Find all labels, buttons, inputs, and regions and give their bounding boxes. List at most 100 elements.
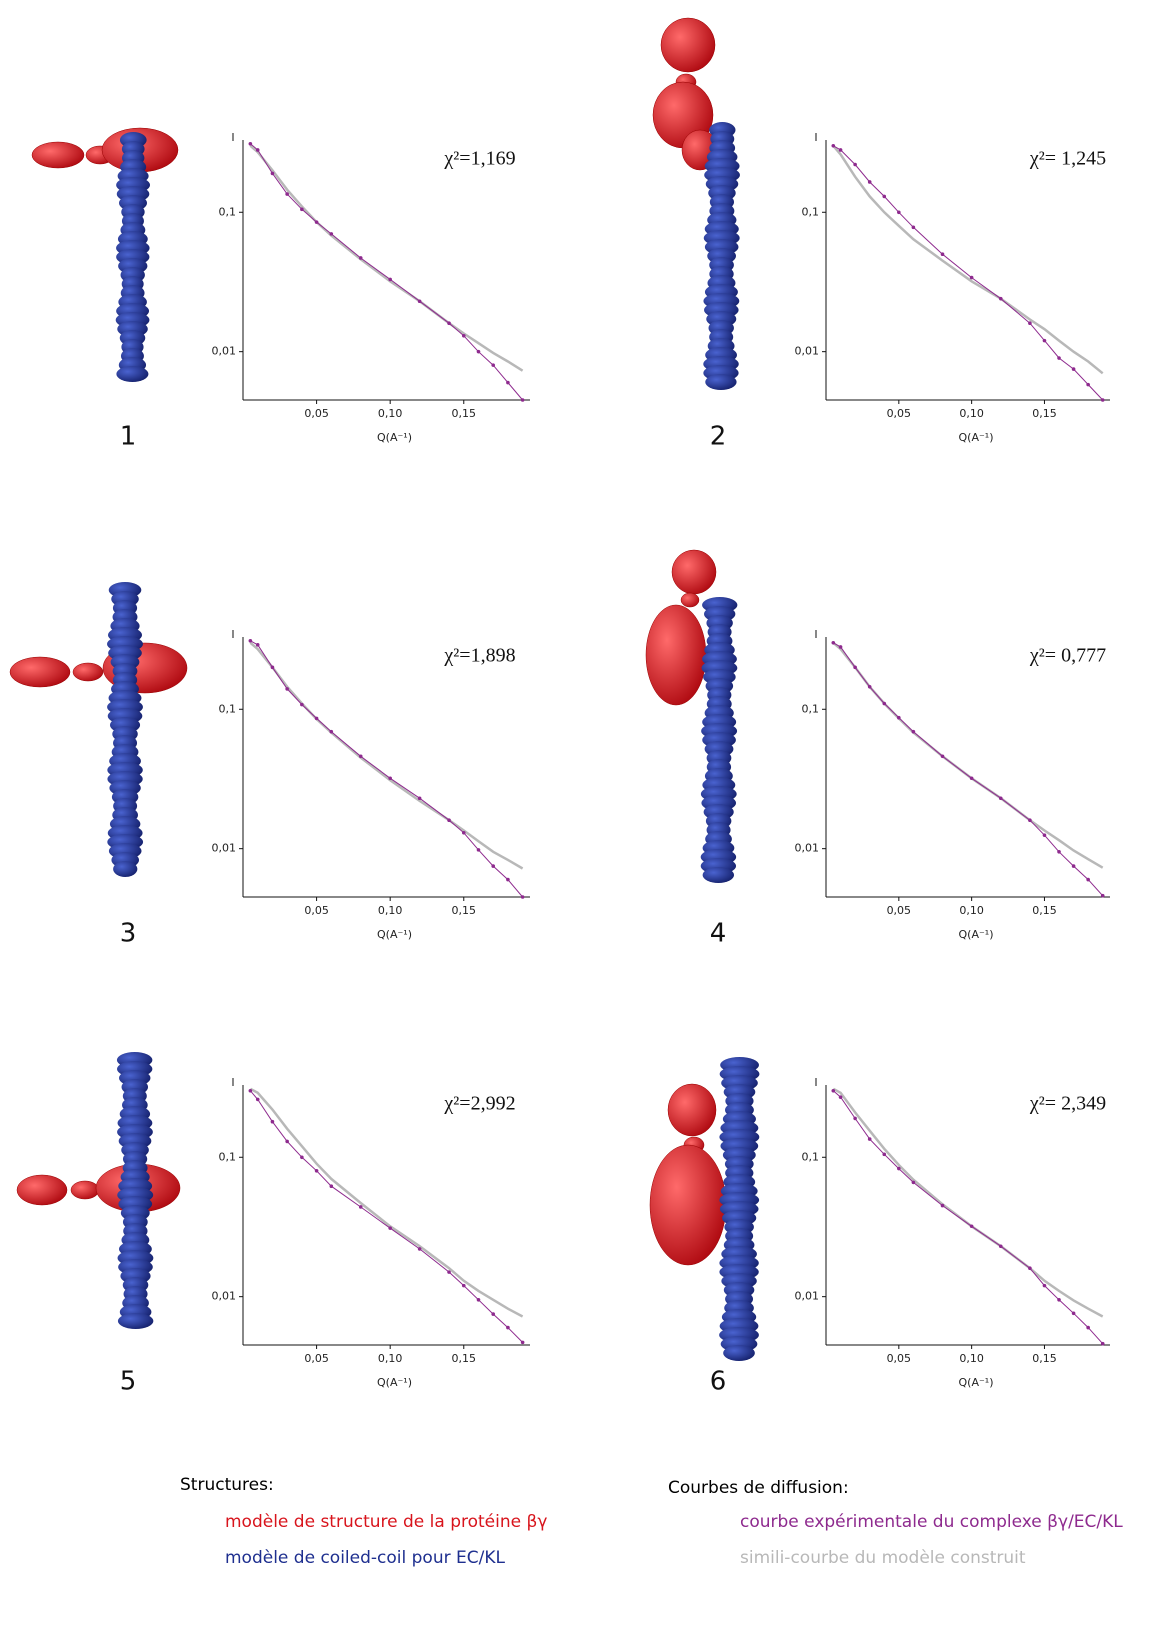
x-tick-label: 0,15 [1032, 1352, 1057, 1365]
data-point [969, 1224, 974, 1229]
data-point [506, 1325, 510, 1330]
data-point [1100, 1341, 1105, 1346]
data-point [882, 1152, 887, 1157]
y-axis-label: I [231, 1076, 234, 1089]
data-point [1100, 398, 1105, 402]
protein-domain [671, 549, 717, 595]
data-point [476, 1297, 481, 1302]
panel-number: 5 [120, 1367, 137, 1397]
data-point [1042, 833, 1047, 837]
data-point [897, 715, 901, 720]
x-axis-label: Q(A⁻¹) [959, 928, 994, 941]
coiled-coil [116, 366, 149, 382]
data-point [831, 640, 836, 645]
y-tick-label: 0,1 [802, 205, 820, 218]
data-point [300, 1155, 304, 1160]
data-point [1057, 1297, 1061, 1302]
y-tick-label: 0,01 [212, 842, 237, 855]
data-point [329, 729, 334, 734]
series-line [832, 1087, 1104, 1318]
legend-title: Structures: [180, 1475, 274, 1495]
annotation: χ²= 2,349 [1029, 1093, 1106, 1115]
data-point [882, 194, 887, 199]
y-tick-label: 0,01 [212, 345, 237, 358]
data-point [461, 333, 466, 338]
y-tick-label: 0,01 [212, 1290, 237, 1303]
series-line [832, 1090, 1104, 1345]
data-point [969, 776, 974, 781]
data-point [911, 1180, 916, 1185]
data-point [506, 877, 510, 882]
series-line [832, 144, 1104, 375]
data-point [1086, 1325, 1090, 1330]
data-point [285, 192, 289, 196]
data-point [911, 729, 916, 734]
data-point [461, 1283, 466, 1288]
data-point [838, 1095, 843, 1099]
legend-entry: simili-courbe du modèle construit [740, 1548, 1026, 1568]
y-tick-label: 0,1 [219, 1150, 237, 1163]
y-tick-label: 0,1 [219, 205, 237, 218]
protein-domain [9, 656, 71, 688]
x-tick-label: 0,05 [304, 904, 329, 917]
y-tick-label: 0,01 [795, 345, 820, 358]
data-point [1042, 1283, 1047, 1288]
data-point [520, 895, 525, 899]
x-axis-label: Q(A⁻¹) [959, 1376, 994, 1389]
coiled-coil [702, 867, 735, 883]
data-point [911, 225, 916, 230]
data-point [461, 830, 466, 835]
data-point [417, 796, 422, 801]
data-point [520, 1340, 525, 1345]
data-point [853, 1116, 857, 1121]
x-tick-label: 0,15 [1032, 904, 1057, 917]
data-point [358, 1205, 363, 1209]
data-point [1071, 1311, 1076, 1316]
data-point [248, 638, 253, 643]
annotation: χ²=2,992 [443, 1093, 515, 1115]
protein-domain [680, 592, 700, 608]
data-point [1100, 893, 1105, 898]
data-point [831, 143, 836, 148]
panel-number: 1 [120, 422, 137, 452]
coiled-coil [117, 1313, 154, 1329]
data-point [853, 665, 857, 670]
coiled-coil [113, 861, 138, 877]
data-point [329, 1184, 334, 1189]
series-line [832, 641, 1104, 869]
data-point [940, 252, 945, 257]
data-point [1028, 818, 1032, 823]
coiled-coil [723, 1345, 755, 1361]
data-point [329, 232, 334, 236]
data-point [255, 148, 260, 152]
coiled-coil [705, 374, 737, 390]
annotation: χ²= 1,245 [1029, 148, 1106, 170]
data-point [1057, 849, 1061, 854]
data-point [867, 180, 872, 184]
y-tick-label: 0,01 [795, 842, 820, 855]
x-axis-label: Q(A⁻¹) [959, 431, 994, 444]
y-tick-label: 0,01 [795, 1290, 820, 1303]
data-point [270, 171, 275, 176]
protein-domain [16, 1174, 68, 1206]
x-tick-label: 0,10 [959, 904, 984, 917]
data-point [358, 754, 363, 759]
data-point [417, 1247, 422, 1251]
data-point [969, 275, 974, 280]
data-point [358, 256, 363, 260]
annotation: χ²= 0,777 [1029, 645, 1106, 667]
protein-domain [70, 1180, 100, 1200]
y-axis-label: I [814, 628, 817, 641]
legend-entry: courbe expérimentale du complexe βγ/EC/K… [740, 1512, 1123, 1532]
data-point [491, 1312, 496, 1316]
protein-domain [31, 141, 85, 169]
data-point [1042, 338, 1047, 343]
x-tick-label: 0,15 [1032, 407, 1057, 420]
series-line [833, 145, 1104, 401]
x-tick-label: 0,05 [887, 1352, 912, 1365]
x-axis-label: Q(A⁻¹) [377, 431, 412, 444]
series-line [250, 143, 523, 401]
x-tick-label: 0,15 [452, 1352, 477, 1365]
data-point [491, 864, 496, 868]
